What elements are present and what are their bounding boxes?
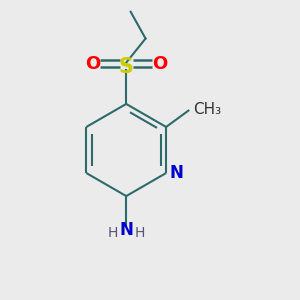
- Text: H: H: [134, 226, 145, 240]
- Text: H: H: [107, 226, 118, 240]
- Text: N: N: [170, 164, 184, 182]
- Text: O: O: [152, 55, 167, 73]
- Text: O: O: [85, 55, 100, 73]
- Text: CH₃: CH₃: [193, 102, 221, 117]
- Text: N: N: [119, 221, 133, 239]
- Text: S: S: [119, 57, 134, 77]
